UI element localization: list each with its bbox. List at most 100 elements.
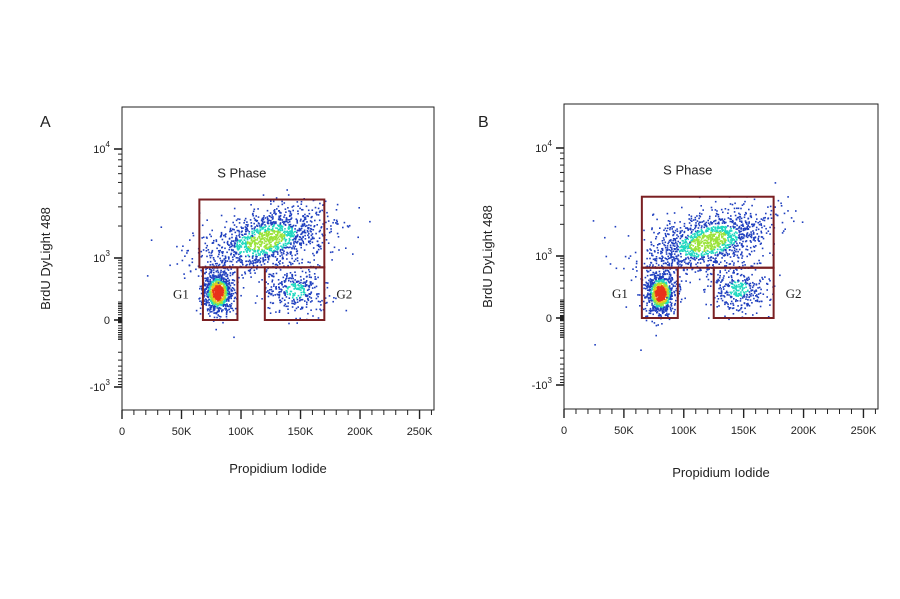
event-dot-s-phase: [268, 234, 270, 236]
event-dot-g1: [658, 294, 660, 296]
event-dot-s-phase: [743, 237, 745, 239]
event-scatter: [147, 189, 371, 338]
event-dot-g1: [214, 283, 216, 285]
event-dot-g1: [222, 291, 224, 293]
event-dot-s-phase: [688, 252, 690, 254]
event-dot-g2: [745, 286, 747, 288]
event-dot-s-phase: [742, 234, 744, 236]
event-dot-s-phase: [727, 234, 729, 236]
event-dot-g1: [225, 282, 227, 284]
event-dot-g2: [298, 295, 300, 297]
event-dot-g1: [665, 289, 667, 291]
event-dot-s-phase: [677, 262, 679, 264]
event-dot-s-phase: [312, 236, 314, 238]
event-dot-s-phase: [762, 219, 764, 221]
event-dot-s-phase: [787, 210, 789, 212]
event-dot-s-phase: [285, 224, 287, 226]
event-dot-g2: [288, 278, 290, 280]
event-dot-s-phase: [715, 242, 717, 244]
event-dot-s-phase: [271, 217, 273, 219]
event-dot-s-phase: [254, 272, 256, 274]
event-dot-s-phase: [222, 246, 224, 248]
event-dot-g1: [655, 287, 657, 289]
event-dot-s-phase: [727, 253, 729, 255]
event-dot-s-phase: [300, 247, 302, 249]
event-dot-outlier: [261, 220, 263, 222]
event-dot-s-phase: [229, 261, 231, 263]
event-dot-g2: [711, 281, 713, 283]
event-dot-s-phase: [704, 250, 706, 252]
event-dot-g2: [272, 279, 274, 281]
event-dot-s-phase: [696, 256, 698, 258]
event-dot-s-phase: [232, 264, 234, 266]
event-dot-s-phase: [654, 251, 656, 253]
event-dot-g1: [219, 285, 221, 287]
event-dot-s-phase: [665, 262, 667, 264]
event-dot-s-phase: [655, 259, 657, 261]
event-dot-s-phase: [261, 235, 263, 237]
event-dot-s-phase: [695, 222, 697, 224]
event-dot-s-phase: [297, 213, 299, 215]
event-dot-g2: [306, 306, 308, 308]
event-dot-s-phase: [246, 264, 248, 266]
event-dot-s-phase: [733, 262, 735, 264]
event-dot-s-phase: [696, 253, 698, 255]
event-dot-s-phase: [310, 225, 312, 227]
event-dot-g2: [751, 302, 753, 304]
event-dot-s-phase: [684, 232, 686, 234]
event-dot-g1: [211, 305, 213, 307]
event-dot-s-phase: [262, 237, 264, 239]
event-dot-s-phase: [690, 260, 692, 262]
event-dot-s-phase: [192, 258, 194, 260]
event-dot-s-phase: [711, 239, 713, 241]
event-dot-s-phase: [636, 270, 638, 272]
event-dot-g1: [214, 293, 216, 295]
event-dot-g1: [643, 309, 645, 311]
event-dot-s-phase: [703, 257, 705, 259]
event-dot-g1: [650, 284, 652, 286]
event-dot-s-phase: [706, 237, 708, 239]
event-dot-s-phase: [271, 236, 273, 238]
event-dot-s-phase: [310, 239, 312, 241]
event-dot-outlier: [296, 281, 298, 283]
event-dot-s-phase: [763, 238, 765, 240]
event-dot-g2: [733, 290, 735, 292]
event-dot-g1: [660, 305, 662, 307]
event-dot-s-phase: [696, 258, 698, 260]
event-dot-s-phase: [667, 279, 669, 281]
event-dot-s-phase: [738, 234, 740, 236]
event-dot-s-phase: [656, 258, 658, 260]
event-dot-s-phase: [741, 253, 743, 255]
event-dot-g1: [646, 310, 648, 312]
event-dot-s-phase: [774, 206, 776, 208]
event-dot-s-phase: [300, 229, 302, 231]
event-dot-g1: [204, 300, 206, 302]
event-dot-s-phase: [730, 218, 732, 220]
event-dot-s-phase: [248, 233, 250, 235]
event-dot-s-phase: [717, 228, 719, 230]
event-dot-s-phase: [219, 250, 221, 252]
event-dot-g2: [269, 308, 271, 310]
event-dot-s-phase: [685, 254, 687, 256]
event-dot-g1: [219, 274, 221, 276]
event-dot-s-phase: [261, 279, 263, 281]
event-dot-g1: [654, 304, 656, 306]
event-dot-g2: [718, 263, 720, 265]
event-dot-s-phase: [267, 222, 269, 224]
event-dot-s-phase: [685, 280, 687, 282]
event-dot-s-phase: [714, 261, 716, 263]
event-dot-g2: [269, 289, 271, 291]
event-dot-s-phase: [296, 218, 298, 220]
event-dot-s-phase: [693, 240, 695, 242]
event-dot-g2: [288, 312, 290, 314]
event-dot-s-phase: [219, 245, 221, 247]
event-dot-g2: [288, 302, 290, 304]
event-dot-s-phase: [694, 228, 696, 230]
event-dot-s-phase: [669, 227, 671, 229]
event-dot-s-phase: [696, 240, 698, 242]
event-dot-s-phase: [701, 254, 703, 256]
event-dot-s-phase: [692, 238, 694, 240]
event-dot-g2: [717, 301, 719, 303]
event-dot-s-phase: [657, 247, 659, 249]
event-dot-s-phase: [757, 263, 759, 265]
